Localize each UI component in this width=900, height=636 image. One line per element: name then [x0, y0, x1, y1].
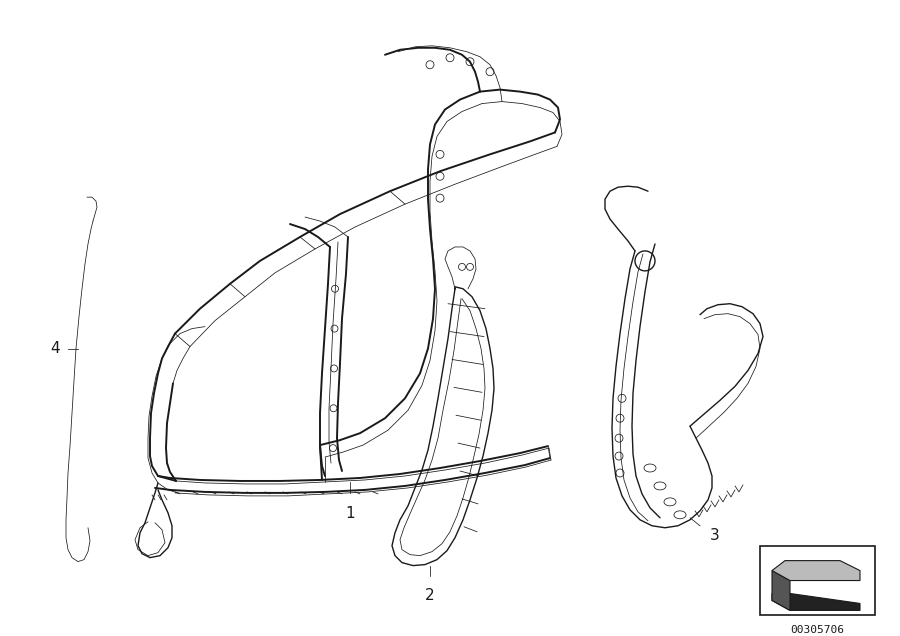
- Text: 1: 1: [346, 506, 355, 521]
- Polygon shape: [772, 570, 790, 611]
- Text: 2: 2: [425, 588, 435, 602]
- Text: 4: 4: [50, 341, 60, 356]
- Polygon shape: [772, 560, 860, 581]
- Text: 3: 3: [710, 528, 720, 543]
- Polygon shape: [772, 593, 860, 611]
- Text: 00305706: 00305706: [790, 625, 844, 635]
- Bar: [760, 546, 875, 616]
